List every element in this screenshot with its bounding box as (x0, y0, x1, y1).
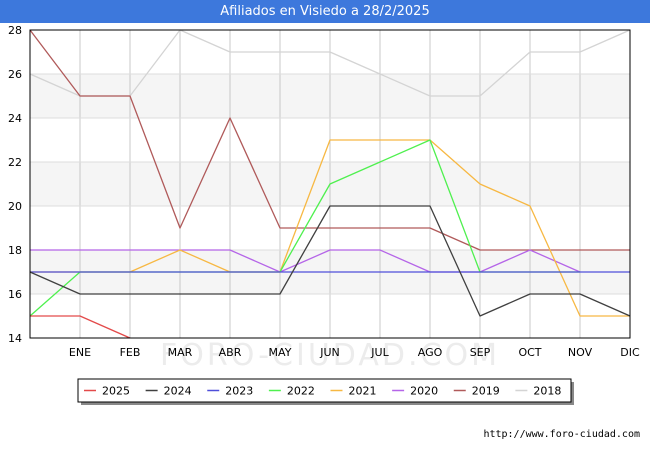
legend-label: 2025 (102, 385, 130, 398)
watermark: FORO-CIUDAD.COM (160, 338, 500, 373)
y-tick-label: 14 (8, 332, 22, 345)
y-tick-label: 24 (8, 112, 22, 125)
y-tick-label: 22 (8, 156, 22, 169)
y-tick-label: 28 (8, 24, 22, 37)
x-tick-label: SEP (470, 346, 491, 359)
series-line-2025 (30, 315, 131, 339)
series-lines (29, 29, 631, 339)
x-tick-label: NOV (568, 346, 593, 359)
legend-label: 2021 (349, 385, 377, 398)
x-tick-label: MAR (168, 346, 193, 359)
y-tick-label: 20 (8, 200, 22, 213)
legend-label: 2019 (472, 385, 500, 398)
legend: 2025 2024 2023 2022 2021 2020 2019 2018 (77, 378, 574, 405)
chart-title: Afiliados en Visiedo a 28/2/2025 (0, 0, 650, 23)
x-tick-label: JUN (319, 346, 340, 359)
series-line-2020 (30, 249, 581, 273)
x-tick-label: FEB (120, 346, 141, 359)
legend-label: 2022 (287, 385, 315, 398)
legend-box (77, 378, 572, 403)
series-line-2024 (29, 205, 631, 317)
x-tick-label: MAY (269, 346, 292, 359)
legend-label: 2023 (225, 385, 253, 398)
x-tick-label: ABR (219, 346, 242, 359)
y-tick-label: 16 (8, 288, 22, 301)
x-tick-label: JUL (370, 346, 389, 359)
source-credit: http://www.foro-ciudad.com (483, 429, 640, 440)
plot-frame (29, 29, 631, 339)
legend-label: 2020 (410, 385, 438, 398)
y-axis: 14 16 18 20 22 24 26 28 (8, 24, 22, 345)
x-tick-label: ENE (69, 346, 91, 359)
legend-label: 2018 (533, 385, 561, 398)
y-tick-label: 18 (8, 244, 22, 257)
y-tick-label: 26 (8, 68, 22, 81)
x-tick-label: AGO (418, 346, 443, 359)
x-tick-label: DIC (620, 346, 640, 359)
x-tick-label: OCT (518, 346, 541, 359)
x-axis: ENE FEB MAR ABR MAY JUN JUL AGO SEP OCT NOV DIC (69, 346, 640, 359)
legend-label: 2024 (164, 385, 192, 398)
